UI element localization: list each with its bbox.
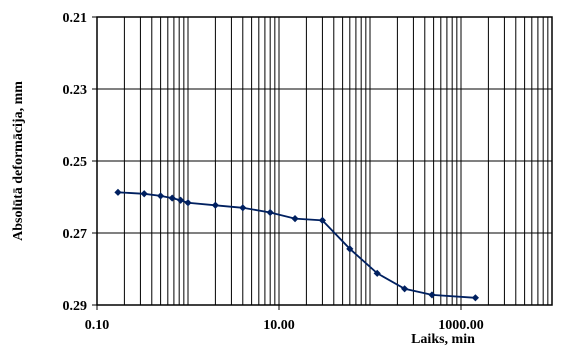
data-point bbox=[157, 192, 165, 200]
y-axis-title: Absolūtā deformācija, mm bbox=[11, 81, 26, 241]
grid bbox=[97, 17, 552, 305]
x-axis-title: Laiks, min bbox=[411, 332, 475, 347]
data-point bbox=[318, 216, 327, 224]
data-point bbox=[177, 196, 185, 204]
y-tick-label: 0.25 bbox=[63, 155, 88, 170]
y-tick-label: 0.27 bbox=[63, 227, 88, 242]
data-point bbox=[266, 208, 274, 217]
data-point bbox=[140, 190, 148, 198]
data-point bbox=[346, 245, 354, 253]
axis-ticks: 0.21 0.23 0.25 0.27 0.29 0.10 10.00 1000.00 bbox=[63, 11, 484, 333]
x-tick-label: 0.10 bbox=[85, 318, 110, 333]
data-point bbox=[168, 194, 176, 202]
x-tick-label: 10.00 bbox=[263, 318, 295, 333]
data-point bbox=[239, 204, 247, 212]
y-tick-label: 0.23 bbox=[63, 83, 88, 98]
y-tick-label: 0.29 bbox=[63, 299, 88, 314]
data-point bbox=[373, 269, 381, 277]
data-point bbox=[291, 215, 299, 223]
series-line bbox=[117, 191, 476, 299]
data-point bbox=[184, 199, 192, 207]
data-point bbox=[428, 291, 436, 299]
y-tick-label: 0.21 bbox=[63, 11, 88, 26]
data-point bbox=[400, 285, 409, 293]
series bbox=[114, 188, 480, 302]
x-tick-label: 1000.00 bbox=[438, 318, 484, 333]
data-point bbox=[114, 188, 122, 196]
data-point bbox=[471, 294, 480, 302]
data-point bbox=[211, 201, 219, 209]
